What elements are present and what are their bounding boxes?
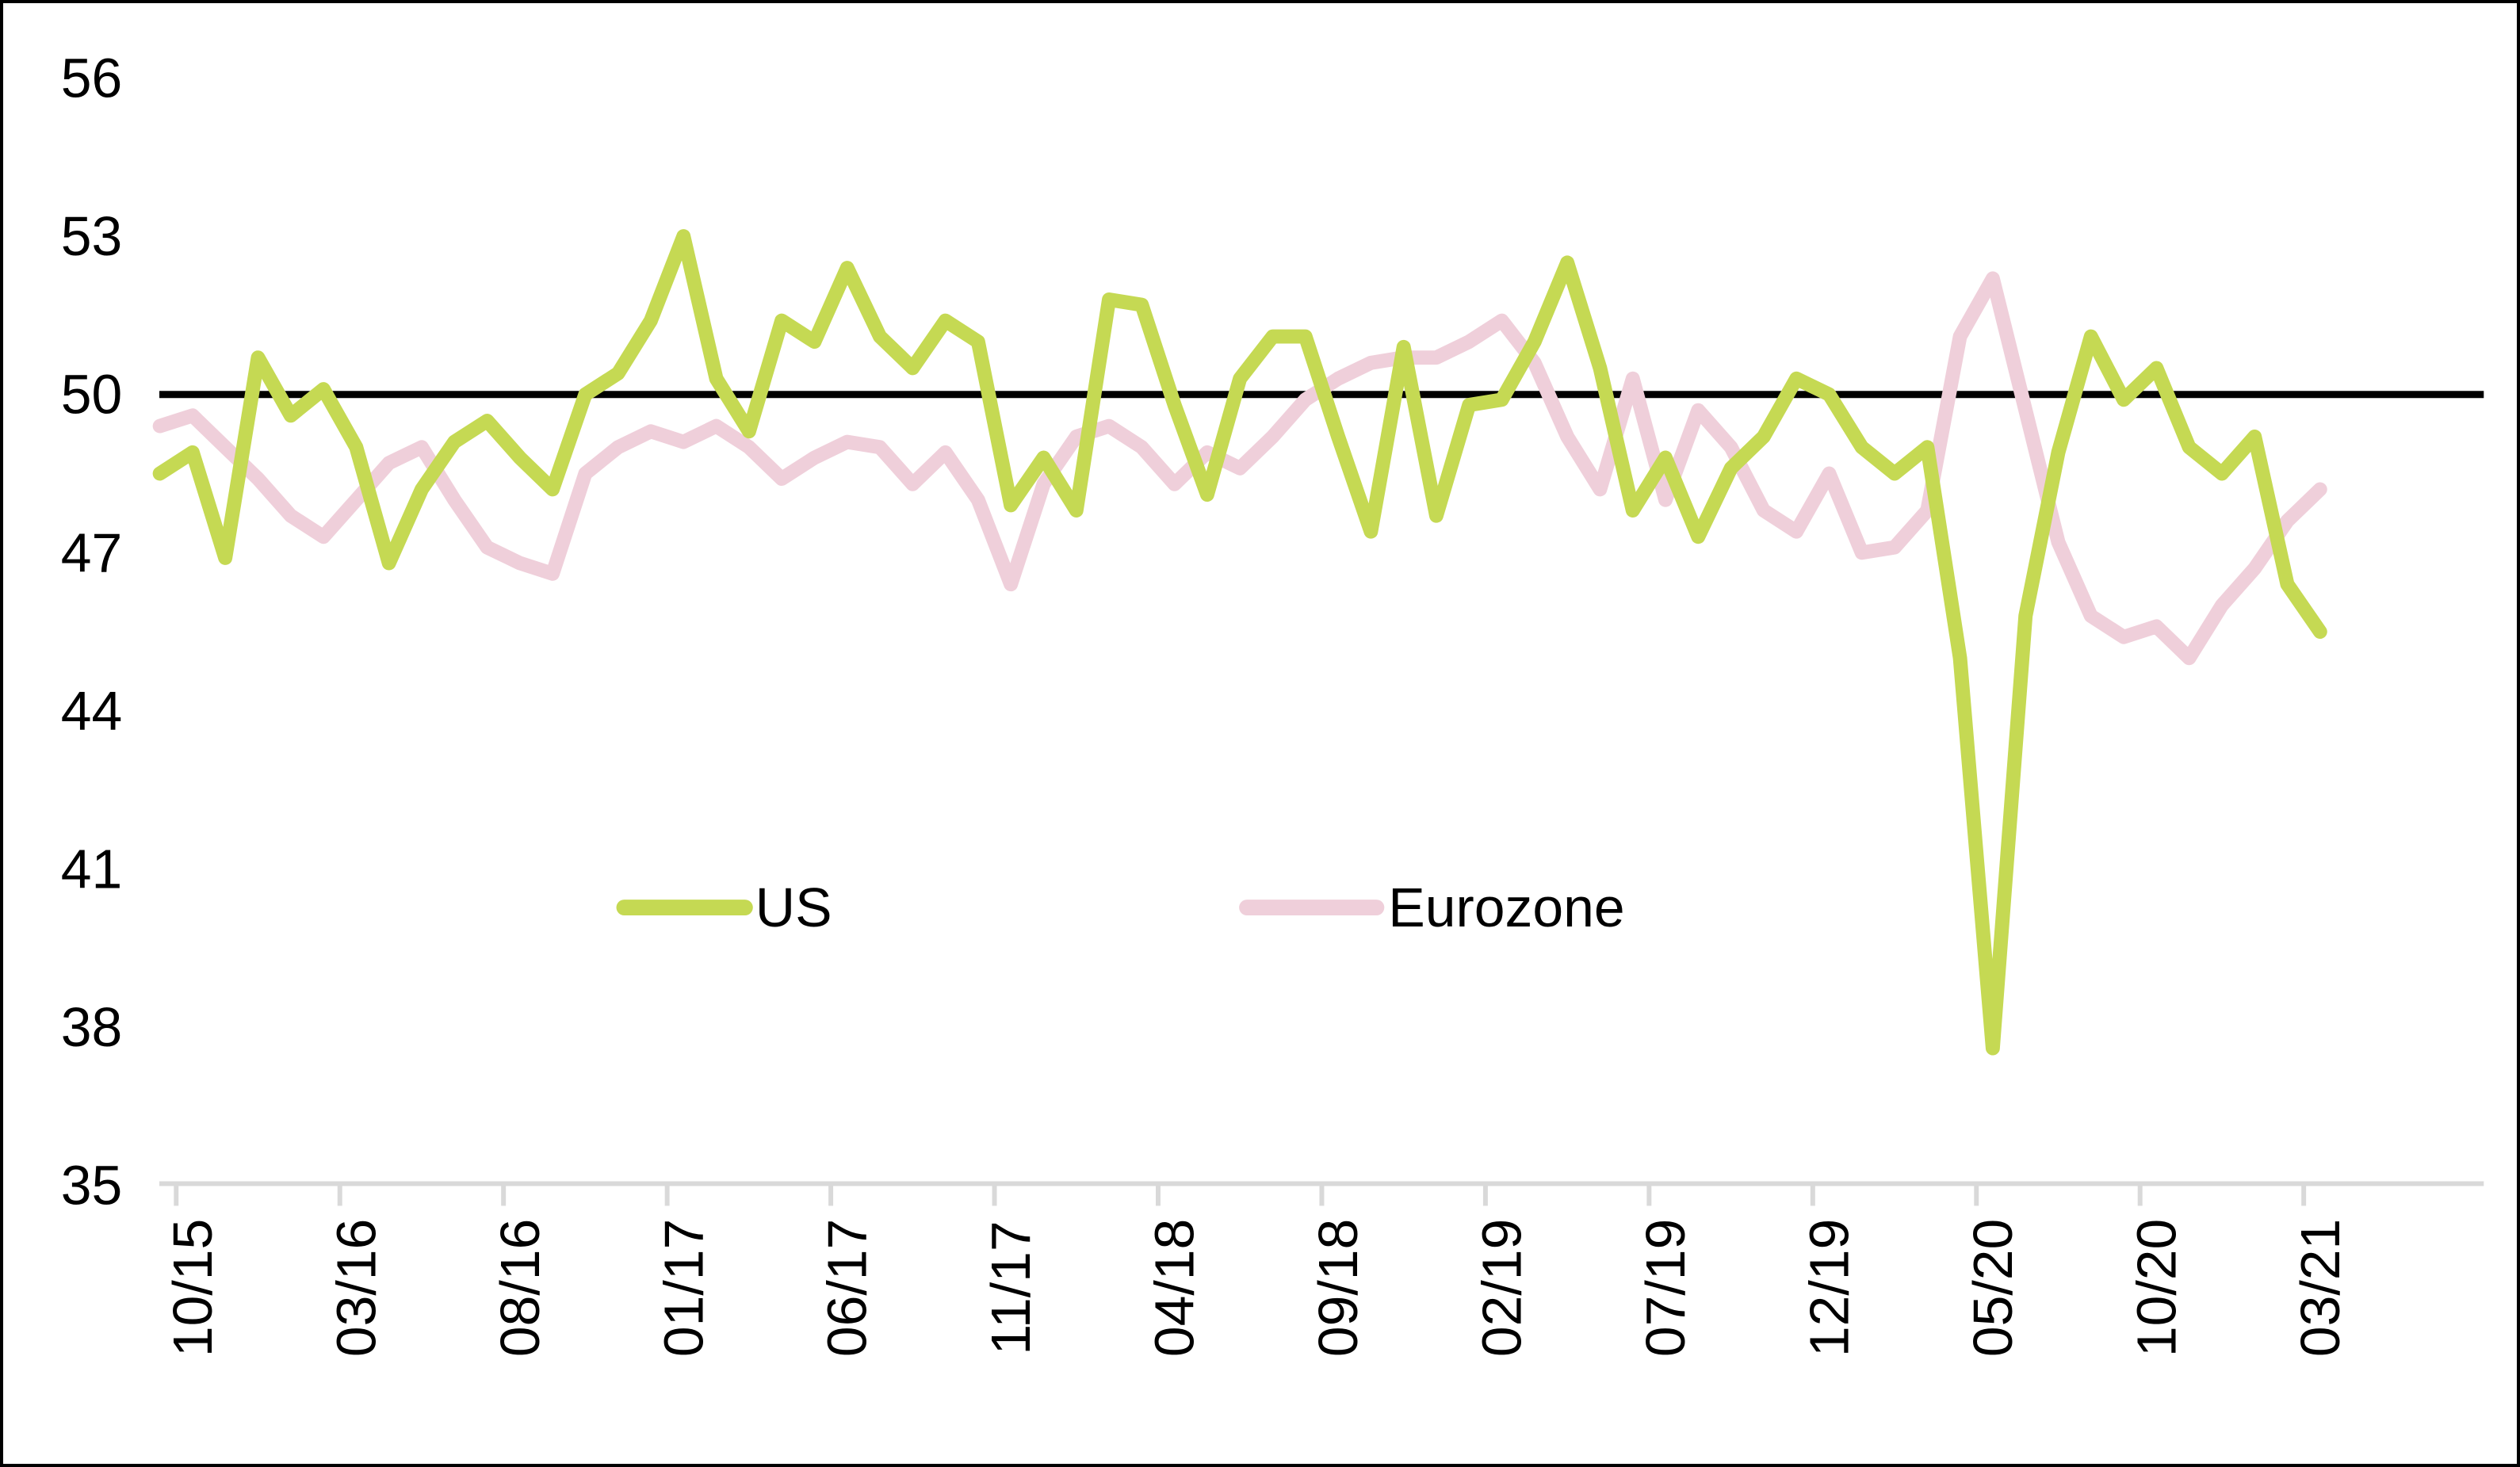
x-axis-label-11-17: 11/17 (980, 1221, 1042, 1354)
x-axis-ticks (174, 1183, 2307, 1206)
x-axis-label-09-18: 09/18 (1307, 1219, 1369, 1357)
y-axis-label-50: 50 (61, 364, 123, 426)
y-axis-label-53: 53 (61, 205, 123, 267)
legend-label-eurozone: Eurozone (1388, 877, 1624, 938)
series-lines (152, 229, 2327, 1056)
x-axis-label-10-20: 10/20 (2125, 1219, 2187, 1357)
series-line-us (152, 229, 2327, 1056)
x-axis-label-03-21: 03/21 (2289, 1219, 2351, 1357)
x-axis-label-06-17: 06/17 (816, 1219, 878, 1357)
y-axis-label-35: 35 (61, 1155, 123, 1217)
legend-label-us: US (755, 877, 832, 938)
x-axis-label-03-16: 03/16 (325, 1219, 387, 1357)
y-axis-label-41: 41 (61, 838, 123, 900)
x-axis-label-12-19: 12/19 (1798, 1219, 1860, 1357)
y-axis-labels: 56 53 50 47 44 41 38 35 (61, 48, 123, 1217)
y-axis-label-47: 47 (61, 521, 123, 583)
x-axis-label-05-20: 05/20 (1962, 1219, 2024, 1357)
x-axis-label-01-17: 01/17 (652, 1219, 714, 1357)
y-axis-label-38: 38 (61, 996, 123, 1058)
x-axis-label-04-18: 04/18 (1144, 1219, 1206, 1357)
x-axis-labels: 10/15 03/16 08/16 01/17 06/17 11/17 04/18 09/18… (162, 1219, 2351, 1357)
x-axis-label-08-16: 08/16 (489, 1219, 551, 1357)
x-axis-label-07-19: 07/19 (1635, 1219, 1696, 1357)
x-axis-label-02-19: 02/19 (1471, 1219, 1533, 1357)
y-axis-label-44: 44 (61, 680, 123, 742)
x-axis-label-10-15: 10/15 (162, 1219, 224, 1357)
pmi-line-chart: 56 53 50 47 44 41 38 35 10/15 03/16 08/16 01/17 06/1… (5, 3, 2515, 1464)
legend: US Eurozone (616, 877, 1625, 938)
plot-background (5, 3, 2515, 1464)
y-axis-label-56: 56 (61, 48, 123, 109)
series-line-eurozone (152, 271, 2327, 666)
